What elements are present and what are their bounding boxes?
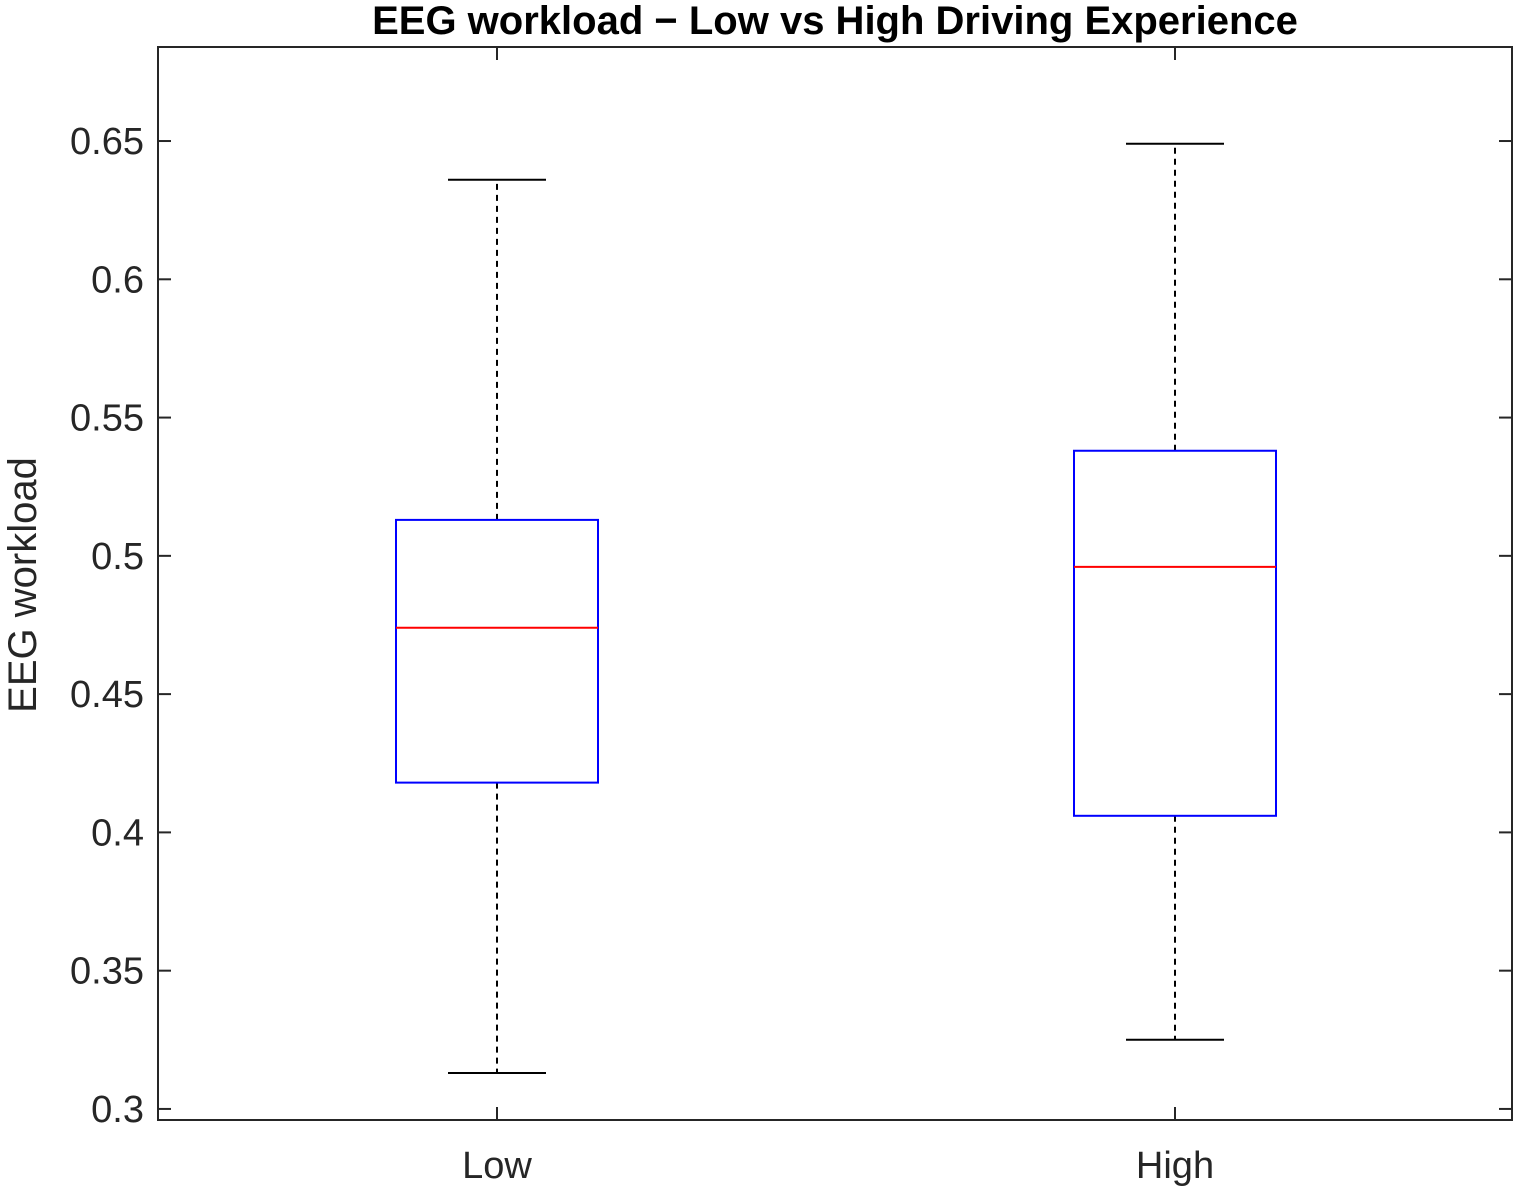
y-tick-label: 0.6 xyxy=(91,259,144,301)
y-tick-label: 0.4 xyxy=(91,812,144,854)
x-axis-ticks: Low High xyxy=(462,47,1214,1187)
iqr-box xyxy=(395,518,599,784)
y-tick-label: 0.3 xyxy=(91,1089,144,1131)
y-axis-ticks: 0.3 0.35 0.4 0.45 0.5 0.55 0.6 0.65 xyxy=(70,121,1512,1131)
x-tick-label: Low xyxy=(462,1145,532,1187)
box-high xyxy=(1073,142,1277,1041)
plot-area-frame xyxy=(157,46,1513,1121)
y-tick-label: 0.35 xyxy=(70,951,144,993)
y-tick-label: 0.55 xyxy=(70,398,144,440)
box-low xyxy=(395,178,599,1074)
y-axis-label: EEG workload xyxy=(1,457,45,713)
x-tick-label: High xyxy=(1136,1145,1214,1187)
box-series xyxy=(395,142,1277,1074)
y-tick-label: 0.5 xyxy=(91,536,144,578)
chart-title: EEG workload − Low vs High Driving Exper… xyxy=(372,0,1298,43)
iqr-box xyxy=(1073,449,1277,817)
y-tick-label: 0.65 xyxy=(70,121,144,163)
y-tick-label: 0.45 xyxy=(70,674,144,716)
